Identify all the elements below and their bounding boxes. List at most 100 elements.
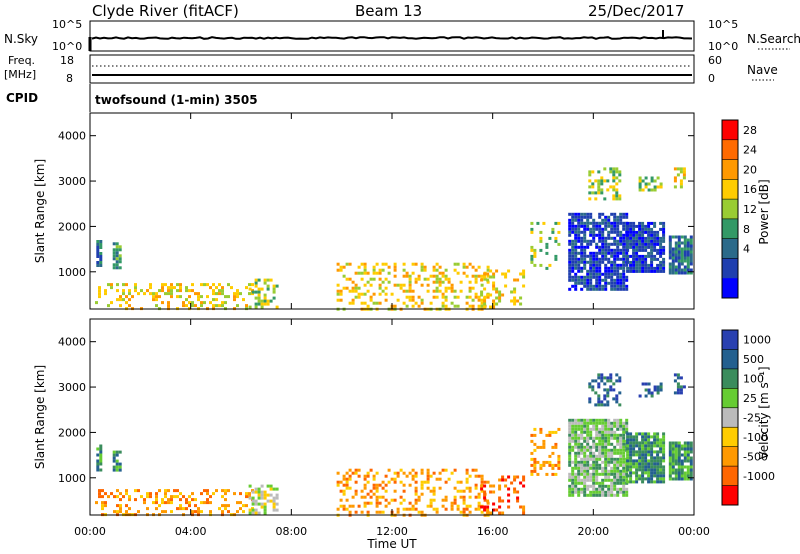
data-cell bbox=[423, 277, 427, 281]
data-cell bbox=[251, 490, 255, 494]
data-cell bbox=[686, 471, 690, 475]
data-cell bbox=[459, 489, 463, 493]
data-cell bbox=[477, 265, 481, 269]
data-cell bbox=[616, 266, 620, 270]
data-cell bbox=[619, 281, 623, 285]
data-cell bbox=[615, 176, 619, 180]
data-cell bbox=[372, 292, 376, 296]
data-cell bbox=[595, 233, 599, 237]
data-cell bbox=[635, 444, 639, 448]
data-cell bbox=[589, 215, 593, 219]
data-cell bbox=[622, 272, 626, 276]
data-cell bbox=[571, 269, 575, 273]
data-cell bbox=[594, 391, 598, 395]
velocity-ylabel: Slant Range [km] bbox=[33, 365, 47, 469]
data-cell bbox=[197, 295, 200, 299]
data-cell bbox=[604, 245, 608, 249]
data-cell bbox=[224, 492, 227, 496]
data-cell bbox=[677, 247, 681, 251]
data-cell bbox=[604, 239, 608, 243]
data-cell bbox=[653, 245, 657, 249]
data-cell bbox=[659, 462, 663, 466]
data-cell bbox=[619, 472, 623, 476]
data-cell bbox=[580, 448, 584, 452]
data-cell bbox=[574, 272, 578, 276]
data-cell bbox=[604, 224, 608, 228]
data-cell bbox=[342, 489, 346, 493]
data-cell bbox=[580, 472, 584, 476]
data-cell bbox=[610, 469, 614, 473]
data-cell bbox=[354, 271, 358, 275]
data-cell bbox=[653, 480, 657, 484]
data-cell bbox=[607, 442, 611, 446]
data-cell bbox=[607, 433, 611, 437]
data-cell bbox=[375, 486, 379, 490]
data-cell bbox=[586, 287, 590, 291]
data-cell bbox=[595, 418, 599, 422]
data-cell bbox=[375, 301, 379, 305]
data-cell bbox=[632, 444, 636, 448]
data-cell bbox=[432, 265, 436, 269]
data-cell bbox=[465, 265, 469, 269]
data-cell bbox=[656, 269, 660, 273]
data-cell bbox=[474, 292, 478, 296]
data-cell bbox=[626, 474, 630, 478]
data-cell bbox=[571, 254, 575, 258]
data-cell bbox=[498, 499, 502, 503]
data-cell bbox=[465, 477, 469, 481]
data-cell bbox=[592, 269, 596, 273]
data-cell bbox=[170, 286, 173, 290]
data-cell bbox=[170, 283, 173, 287]
data-cell bbox=[408, 507, 412, 511]
data-cell bbox=[128, 495, 131, 499]
data-cell bbox=[257, 490, 261, 494]
data-cell bbox=[447, 477, 451, 481]
data-cell bbox=[158, 289, 161, 293]
data-cell bbox=[245, 495, 248, 499]
data-cell bbox=[495, 302, 499, 306]
data-cell bbox=[604, 478, 608, 482]
data-cell bbox=[580, 433, 584, 437]
data-cell bbox=[131, 295, 134, 299]
data-cell bbox=[588, 170, 592, 174]
data-cell bbox=[674, 471, 678, 475]
colorbar-swatch bbox=[722, 368, 738, 389]
data-cell bbox=[662, 233, 666, 237]
data-cell bbox=[571, 263, 575, 267]
data-cell bbox=[662, 459, 666, 463]
data-cell bbox=[137, 510, 140, 514]
data-cell bbox=[197, 298, 200, 302]
data-cell bbox=[609, 379, 613, 383]
data-cell bbox=[161, 301, 164, 305]
data-cell bbox=[384, 262, 388, 266]
data-cell bbox=[610, 251, 614, 255]
data-cell bbox=[125, 283, 128, 287]
data-cell bbox=[118, 450, 122, 454]
data-cell bbox=[610, 242, 614, 246]
data-cell bbox=[498, 487, 502, 491]
data-cell bbox=[530, 227, 534, 231]
data-cell bbox=[200, 510, 203, 514]
data-cell bbox=[632, 260, 636, 264]
data-cell bbox=[583, 475, 587, 479]
data-cell bbox=[680, 256, 684, 260]
data-cell bbox=[179, 289, 182, 293]
data-cell bbox=[342, 477, 346, 481]
data-cell bbox=[233, 295, 236, 299]
data-cell bbox=[644, 227, 648, 231]
data-cell bbox=[673, 379, 677, 383]
data-cell bbox=[632, 453, 636, 457]
data-cell bbox=[638, 459, 642, 463]
data-cell bbox=[598, 272, 602, 276]
data-cell bbox=[435, 274, 439, 278]
data-cell bbox=[592, 254, 596, 258]
data-cell bbox=[574, 436, 578, 440]
data-cell bbox=[375, 271, 379, 275]
data-cell bbox=[182, 507, 185, 511]
data-cell bbox=[99, 462, 103, 466]
data-cell bbox=[610, 254, 614, 258]
data-cell bbox=[574, 266, 578, 270]
data-cell bbox=[607, 469, 611, 473]
data-cell bbox=[245, 504, 248, 508]
data-cell bbox=[402, 262, 406, 266]
